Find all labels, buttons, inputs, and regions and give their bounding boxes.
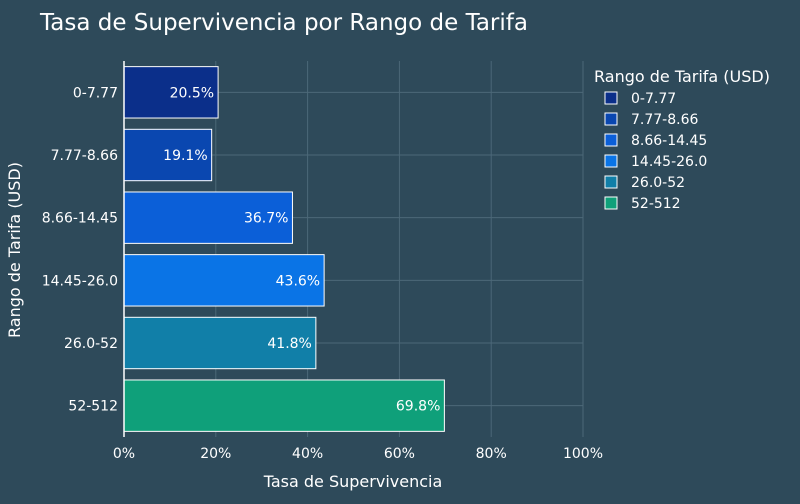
bar — [123, 316, 317, 370]
x-tick-label: 20% — [200, 446, 231, 462]
bar-data-label: 20.5% — [170, 85, 214, 101]
y-tick-label: 26.0-52 — [64, 336, 118, 352]
y-tick-label: 0-7.77 — [73, 85, 118, 101]
x-tick-label: 80% — [476, 446, 507, 462]
bar-data-label: 36.7% — [244, 211, 288, 227]
y-tick-label: 14.45-26.0 — [42, 273, 118, 289]
x-tick-label: 100% — [563, 446, 603, 462]
bar — [123, 254, 325, 307]
legend-item-label: 8.66-14.45 — [631, 133, 707, 149]
legend-swatch — [604, 91, 618, 105]
legend-item-label: 52-512 — [631, 196, 681, 212]
legend-swatch — [604, 196, 618, 210]
bar — [123, 379, 445, 432]
legend-item-label: 26.0-52 — [631, 175, 685, 191]
x-tick-label: 40% — [292, 446, 323, 462]
legend-item-label: 7.77-8.66 — [631, 112, 698, 128]
legend-swatch — [604, 133, 618, 147]
legend-swatch — [604, 175, 618, 189]
x-axis-title: Tasa de Supervivencia — [263, 472, 443, 491]
chart-title: Tasa de Supervivencia por Rango de Tarif… — [39, 10, 528, 36]
legend: Rango de Tarifa (USD) 0-7.77 7.77-8.66 8.6… — [594, 67, 770, 212]
y-tick-label: 52-512 — [68, 399, 118, 415]
legend-swatch — [604, 112, 618, 126]
bar-data-label: 69.8% — [396, 399, 440, 415]
bar-data-label: 19.1% — [163, 148, 207, 164]
y-tick-label: 7.77-8.66 — [51, 148, 118, 164]
bar — [123, 128, 213, 182]
legend-swatch — [604, 154, 618, 168]
axes: 0% 20% 40% 60% 80% 100% 0-7.77 7.77-8.66 8.66-14… — [42, 61, 603, 462]
y-tick-label: 8.66-14.45 — [42, 211, 118, 227]
bar-data-label: 43.6% — [276, 273, 320, 289]
legend-item-label: 0-7.77 — [631, 91, 676, 107]
x-tick-label: 0% — [113, 446, 135, 462]
y-axis-title: Rango de Tarifa (USD) — [5, 162, 24, 338]
bar-data-label: 41.8% — [267, 336, 311, 352]
x-tick-label: 60% — [384, 446, 415, 462]
bars: 20.5% 19.1% 36.7% 43.6% 41.8% 69.8% — [123, 66, 445, 432]
bar — [123, 66, 219, 119]
legend-item-label: 14.45-26.0 — [631, 154, 707, 170]
legend-title: Rango de Tarifa (USD) — [594, 67, 770, 86]
